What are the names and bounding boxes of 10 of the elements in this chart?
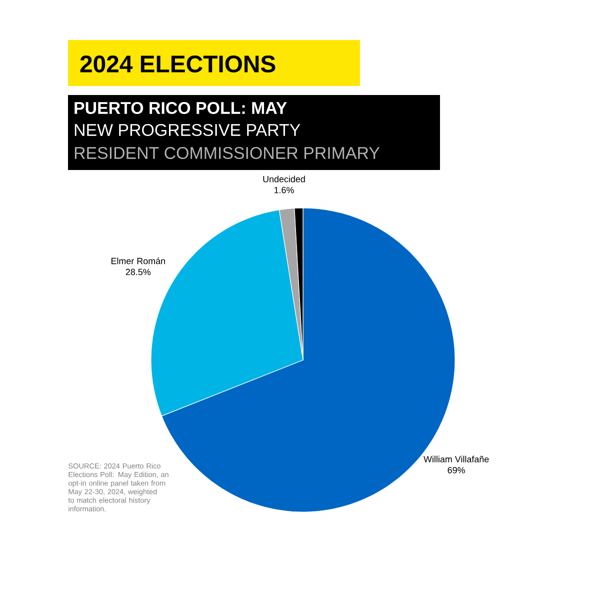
data-label: 1.6% <box>274 186 294 194</box>
text: RESIDENT COMMISSIONER PRIMARY <box>74 146 380 159</box>
data-label: 69% <box>448 466 465 474</box>
slice-label: William Villafañe <box>424 456 489 462</box>
chart-subtitle: PUERTO RICO POLL: MAY <box>74 102 287 114</box>
text: NEW PROGRESSIVE PARTY <box>74 124 300 136</box>
slice-label: Elmer Román <box>111 257 165 264</box>
chart-title: 2024 ELECTIONS <box>80 56 276 72</box>
slice-label: Undecided <box>263 176 305 182</box>
data-label: 28.5% <box>126 268 151 276</box>
